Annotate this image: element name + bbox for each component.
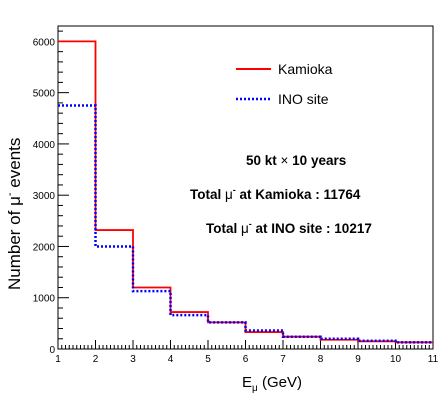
annotation-total-ino: Total μ- at INO site : 10217 (206, 219, 372, 236)
y-axis-label-sup: - (4, 192, 16, 196)
annotation-total-kamioka-sup: - (233, 185, 236, 195)
x-tick-label: 10 (390, 354, 402, 365)
series-ino-site-line (58, 104, 433, 344)
y-axis-label-mu: μ (5, 196, 24, 206)
annotation-exposure-times: × (281, 153, 289, 168)
x-tick-label: 1 (55, 354, 61, 365)
x-tick-label: 8 (318, 354, 324, 365)
x-axis-label: Eμ (GeV) (242, 374, 302, 394)
annotation-total-ino-post: at INO site : 10217 (252, 221, 372, 236)
y-tick-label: 4000 (33, 140, 56, 151)
annotation-total-ino-mu: μ (241, 221, 249, 236)
x-axis-label-sub: μ (252, 383, 258, 394)
y-tick-label: 1000 (33, 294, 56, 305)
annotation-total-kamioka-pre: Total (190, 187, 225, 202)
annotation-total-kamioka-post: at Kamioka : 11764 (236, 187, 361, 202)
annotation-exposure-post: 10 years (288, 153, 346, 168)
x-tick-label: 5 (205, 354, 211, 365)
x-tick-labels: 1 2 3 4 5 6 7 8 9 10 11 (55, 354, 438, 365)
y-tick-label: 2000 (33, 242, 56, 253)
annotation-exposure-pre: 50 kt (246, 153, 281, 168)
x-tick-label: 6 (243, 354, 249, 365)
x-axis-label-main: E (242, 374, 252, 391)
legend-label-kamioka: Kamioka (278, 61, 333, 77)
y-tick-labels: 0 1000 2000 3000 4000 5000 6000 (33, 37, 56, 356)
annotation-total-ino-sup: - (249, 219, 252, 229)
y-tick-label: 0 (49, 345, 55, 356)
annotation-total-kamioka: Total μ- at Kamioka : 11764 (190, 185, 361, 202)
y-tick-label: 5000 (33, 89, 56, 100)
x-tick-label: 11 (428, 354, 439, 365)
x-tick-label: 2 (93, 354, 99, 365)
y-tick-label: 6000 (33, 37, 56, 48)
y-axis-label: Number of μ- events (4, 138, 24, 290)
y-tick-label: 3000 (33, 191, 56, 202)
x-axis-label-unit: (GeV) (258, 374, 302, 391)
y-axis-label-pre: Number of (5, 206, 24, 290)
x-tick-label: 3 (130, 354, 136, 365)
annotation-exposure: 50 kt × 10 years (246, 153, 346, 168)
series-layer (58, 40, 433, 344)
x-tick-label: 7 (280, 354, 286, 365)
annotation-total-ino-pre: Total (206, 221, 241, 236)
y-axis-label-post: events (5, 138, 24, 193)
x-tick-label: 9 (355, 354, 361, 365)
annotation-total-kamioka-mu: μ (225, 187, 233, 202)
legend-label-ino: INO site (278, 91, 329, 107)
x-tick-label: 4 (168, 354, 174, 365)
